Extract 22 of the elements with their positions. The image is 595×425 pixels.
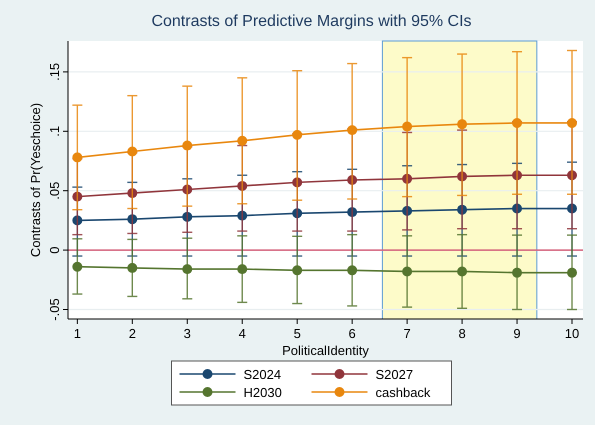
x-tick-label: 10 xyxy=(564,326,580,341)
y-tick-label: .05 xyxy=(47,182,62,200)
x-tick-label: 8 xyxy=(458,326,466,341)
x-tick-label: 7 xyxy=(404,326,411,341)
y-tick-label: 0 xyxy=(47,246,62,254)
x-tick-label: 9 xyxy=(513,326,521,341)
y-tick-label: .1 xyxy=(47,126,62,137)
x-tick-label: 3 xyxy=(184,326,191,341)
legend-label: S2024 xyxy=(244,367,282,382)
y-tick-label: -.05 xyxy=(47,298,62,321)
x-tick-label: 1 xyxy=(74,326,81,341)
legend-label: S2027 xyxy=(376,367,414,382)
y-tick-label: .15 xyxy=(47,62,62,81)
y-axis-title: Contrasts of Pr(Yeschoice) xyxy=(28,102,43,258)
x-tick-label: 5 xyxy=(294,326,301,341)
x-axis-title: PoliticalIdentity xyxy=(282,343,370,358)
chart-title: Contrasts of Predictive Margins with 95% CIs xyxy=(151,13,472,30)
legend-label: cashback xyxy=(376,385,431,400)
x-tick-label: 4 xyxy=(238,326,246,341)
x-tick-label: 6 xyxy=(348,326,356,341)
x-tick-label: 2 xyxy=(128,326,136,341)
legend-label: H2030 xyxy=(244,385,282,400)
